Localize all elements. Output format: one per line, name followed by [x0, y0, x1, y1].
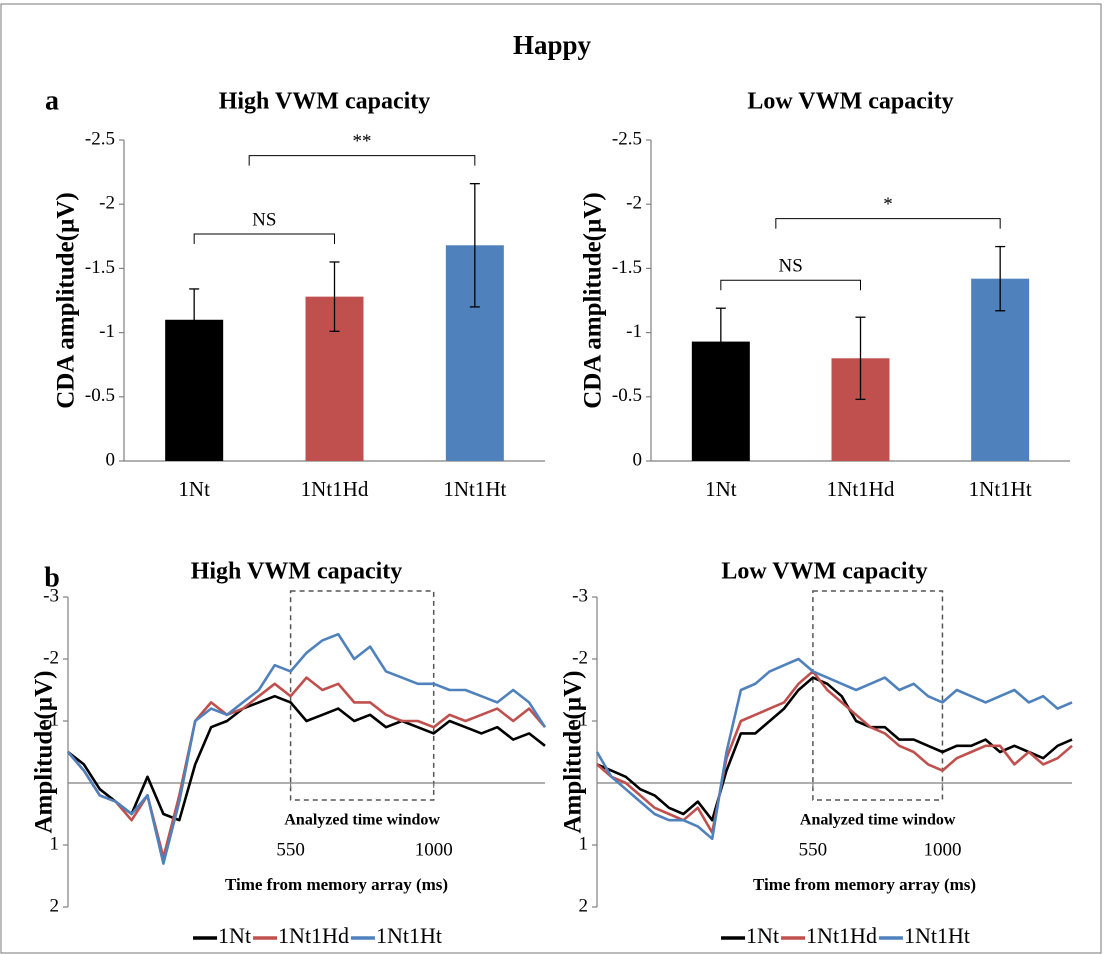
y-tick-label: 2: [50, 895, 60, 916]
x-tick-label: 1Nt1Hd: [301, 477, 369, 501]
series-line: [596, 670, 1073, 834]
significance-bracket: [248, 155, 476, 166]
y-axis-label: Amplitude(µV): [31, 670, 58, 833]
significance-label: **: [353, 131, 372, 152]
frame: [0, 3, 1102, 954]
legend-label: 1Nt1Ht: [376, 923, 442, 948]
significance-bracket: [193, 233, 335, 244]
x-tick-label: 1000: [923, 839, 961, 860]
x-tick-label: 1Nt1Hd: [827, 477, 895, 501]
y-axis-label: CDA amplitude(µV): [53, 192, 80, 409]
chart-title: Low VWM capacity: [721, 559, 927, 585]
y-tick-label: -3: [572, 585, 588, 606]
significance-label: NS: [779, 256, 803, 277]
series-line: [67, 676, 546, 859]
series-line: [67, 694, 546, 822]
y-tick-label: -2.5: [85, 128, 115, 149]
y-tick-label: -1: [99, 321, 115, 342]
y-tick-label: -1: [626, 321, 642, 342]
panel-label: b: [44, 562, 60, 593]
chart-title: High VWM capacity: [219, 89, 431, 115]
y-tick-label: 1: [50, 833, 60, 854]
legend: 1Nt 1Nt1Hd 1Nt1Ht: [721, 923, 970, 948]
y-tick-label: -2: [99, 193, 115, 214]
y-tick-label: 0: [633, 449, 643, 470]
y-tick-label: -1: [43, 709, 59, 730]
chart-title: High VWM capacity: [191, 559, 403, 585]
y-tick-label: -1.5: [612, 257, 642, 278]
analysis-window: [812, 590, 944, 801]
y-tick-label: 0: [106, 449, 116, 470]
y-axis-label: Amplitude(µV): [560, 670, 587, 833]
series-line: [67, 632, 547, 865]
x-tick-label: 550: [799, 839, 828, 860]
window-label: Analyzed time window: [284, 812, 440, 829]
y-tick-label: -3: [43, 585, 59, 606]
significance-bracket: [775, 218, 1001, 229]
analysis-window: [289, 590, 435, 801]
significance-label: *: [883, 194, 893, 215]
y-tick-label: -2: [572, 647, 588, 668]
x-axis-label: Time from memory array (ms): [753, 875, 976, 894]
y-tick-label: -0.5: [85, 385, 115, 406]
y-tick-label: -2.5: [612, 128, 642, 149]
series-line: [595, 657, 1073, 841]
window-label: Analyzed time window: [800, 812, 956, 829]
y-tick-label: 2: [579, 895, 589, 916]
x-tick-label: 1Nt1Ht: [969, 477, 1032, 501]
figure-title: Happy: [513, 30, 592, 60]
y-tick-label: -1.5: [85, 257, 115, 278]
chart-title: Low VWM capacity: [747, 89, 953, 115]
y-tick-label: -2: [626, 193, 642, 214]
y-tick-label: -2: [43, 647, 59, 668]
x-tick-label: 550: [276, 839, 305, 860]
legend-label: 1Nt: [746, 923, 779, 948]
x-tick-label: 1Nt: [178, 477, 210, 501]
legend-label: 1Nt1Hd: [278, 923, 349, 948]
significance-bracket: [720, 279, 861, 291]
y-axis-label: CDA amplitude(µV): [580, 192, 607, 409]
legend: 1Nt 1Nt1Hd 1Nt1Ht: [193, 923, 442, 948]
significance-label: NS: [252, 209, 276, 230]
legend-label: 1Nt: [218, 923, 251, 948]
x-tick-label: 1Nt: [705, 477, 737, 501]
series-line: [596, 676, 1073, 822]
legend-label: 1Nt1Ht: [904, 923, 970, 948]
panel-label: a: [45, 85, 59, 116]
x-tick-label: 1000: [415, 839, 453, 860]
y-tick-label: -0.5: [612, 385, 642, 406]
y-tick-label: -1: [572, 709, 588, 730]
y-tick-label: 1: [579, 833, 589, 854]
legend-label: 1Nt1Hd: [806, 923, 877, 948]
x-tick-label: 1Nt1Ht: [443, 477, 506, 501]
x-axis-label: Time from memory array (ms): [225, 875, 448, 894]
